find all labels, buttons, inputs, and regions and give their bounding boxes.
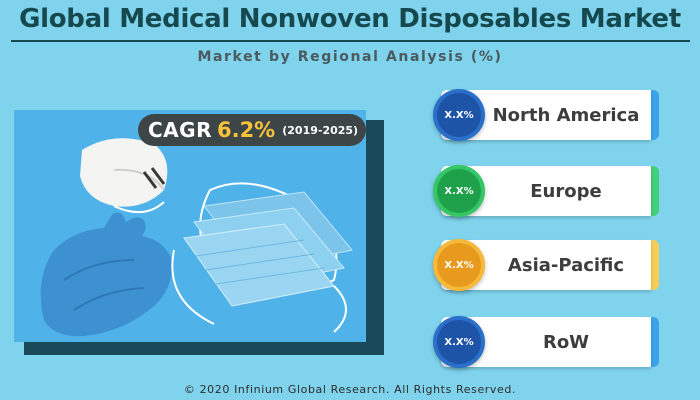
page-title: Global Medical Nonwoven Disposables Mark… [19, 4, 681, 34]
region-card-europe: X.X% Europe [433, 165, 659, 217]
region-name: Europe [530, 180, 602, 202]
region-value-circle: X.X% [433, 89, 485, 141]
region-name: RoW [542, 331, 590, 353]
region-name: Asia-Pacific [507, 254, 625, 276]
region-value: X.X% [444, 185, 474, 197]
region-value: X.X% [444, 259, 474, 271]
region-card-asia-pacific: X.X% Asia-Pacific [433, 239, 659, 291]
medical-glove-icon [40, 212, 173, 337]
copyright-footer: © 2020 Infinium Global Research. All Rig… [183, 383, 517, 396]
region-card-row: X.X% RoW [433, 316, 659, 368]
title-underline [11, 40, 690, 42]
cagr-badge: CAGR 6.2% (2019-2025) [138, 114, 366, 146]
region-value: X.X% [444, 109, 474, 121]
cagr-value: 6.2% [216, 118, 276, 142]
cagr-period: (2019-2025) [282, 123, 359, 137]
region-value-circle: X.X% [433, 165, 485, 217]
region-value: X.X% [444, 336, 474, 348]
region-name: North America [492, 104, 640, 126]
cagr-label: CAGR [148, 118, 212, 142]
region-card-north-america: X.X% North America [433, 89, 659, 141]
n95-respirator-icon [80, 138, 168, 213]
face-mask-icon [171, 182, 353, 333]
region-value-circle: X.X% [433, 316, 485, 368]
region-value-circle: X.X% [433, 239, 485, 291]
product-photo [14, 110, 366, 342]
page-subtitle: Market by Regional Analysis (%) [197, 49, 503, 65]
